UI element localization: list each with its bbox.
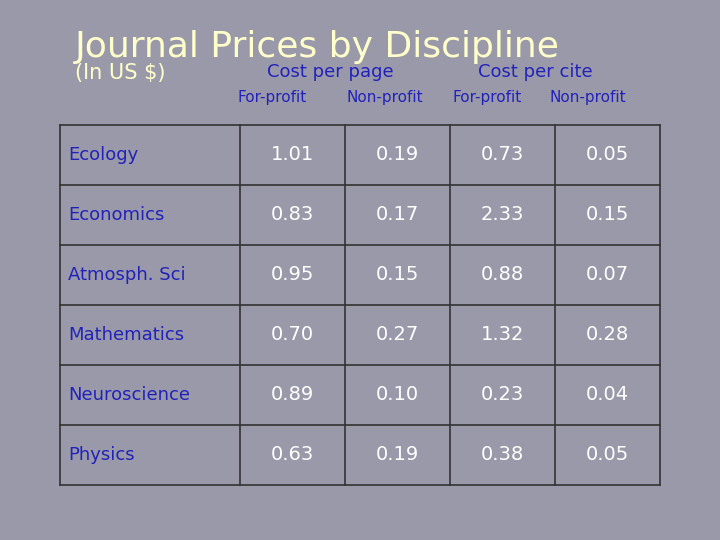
Text: 0.28: 0.28 [586,326,629,345]
Text: Neuroscience: Neuroscience [68,386,190,404]
Text: 0.04: 0.04 [586,386,629,404]
Text: Journal Prices by Discipline: Journal Prices by Discipline [75,30,560,64]
Text: 0.15: 0.15 [376,266,419,285]
Text: 0.05: 0.05 [586,145,629,165]
Text: For-profit: For-profit [452,90,521,105]
Text: 0.19: 0.19 [376,145,419,165]
Text: 0.89: 0.89 [271,386,314,404]
Text: Economics: Economics [68,206,164,224]
Bar [60,245,660,305]
Text: Ecology: Ecology [68,146,138,164]
Text: Mathematics: Mathematics [68,326,184,344]
Text: 0.88: 0.88 [481,266,524,285]
Text: 0.38: 0.38 [481,446,524,464]
Text: 0.19: 0.19 [376,446,419,464]
Text: 0.17: 0.17 [376,206,419,225]
Text: Cost per cite: Cost per cite [477,63,593,81]
Text: 0.27: 0.27 [376,326,419,345]
Text: Cost per page: Cost per page [266,63,393,81]
Text: (In US $): (In US $) [75,63,166,83]
Text: 0.05: 0.05 [586,446,629,464]
Text: 0.10: 0.10 [376,386,419,404]
Text: 0.07: 0.07 [586,266,629,285]
Bar [60,185,660,245]
Text: Non-profit: Non-profit [549,90,626,105]
Text: 0.83: 0.83 [271,206,314,225]
Text: 0.23: 0.23 [481,386,524,404]
Text: 0.73: 0.73 [481,145,524,165]
Text: Physics: Physics [68,446,135,464]
Text: 0.15: 0.15 [586,206,629,225]
Text: 1.32: 1.32 [481,326,524,345]
Bar [60,365,660,425]
Text: Non-profit: Non-profit [347,90,423,105]
Bar [60,425,660,485]
Text: 0.63: 0.63 [271,446,314,464]
Bar [60,305,660,365]
Text: 0.95: 0.95 [271,266,314,285]
Text: For-profit: For-profit [238,90,307,105]
Text: 2.33: 2.33 [481,206,524,225]
Text: 1.01: 1.01 [271,145,314,165]
Text: Atmosph. Sci: Atmosph. Sci [68,266,186,284]
Text: 0.70: 0.70 [271,326,314,345]
Bar [60,125,660,185]
